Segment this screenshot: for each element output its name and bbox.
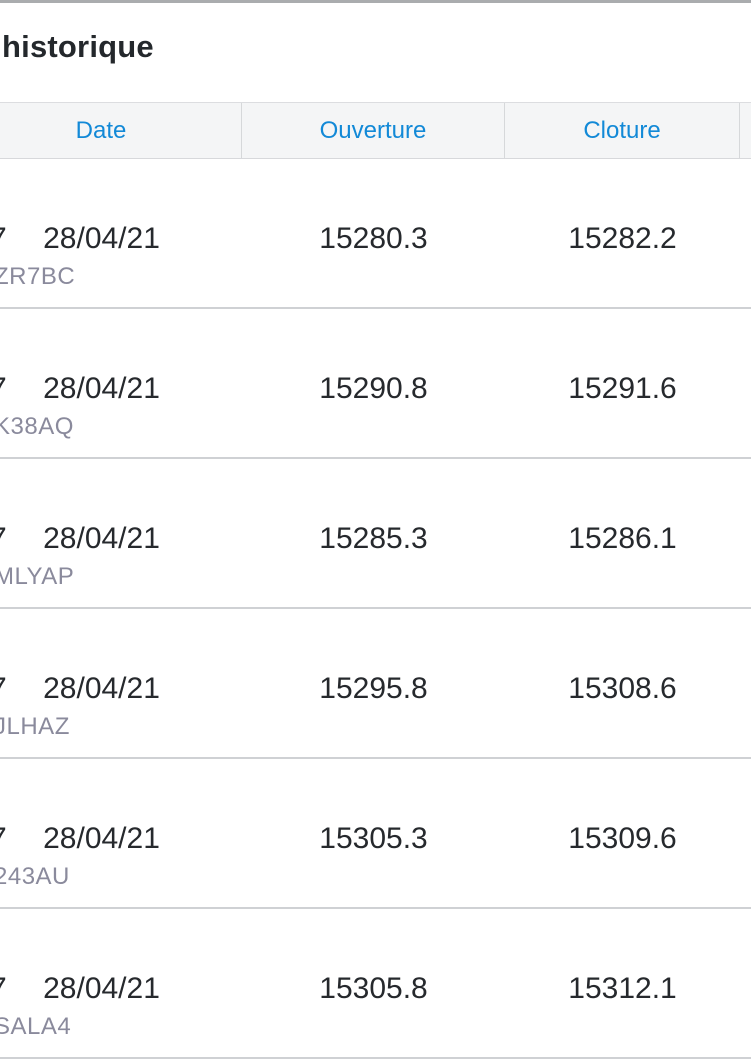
partial-cell (740, 819, 751, 859)
row-values: 28/04/21 15280.3 15282.2 (0, 219, 751, 259)
clipped-edge-glyph: 7 (0, 369, 7, 409)
instrument-code: MLYAP (0, 563, 75, 590)
cloture-cell: 15308.6 (568, 672, 677, 705)
row-values: 28/04/21 15295.8 15308.6 (0, 669, 751, 709)
ouverture-cell: 15295.8 (319, 672, 428, 705)
row-values: 28/04/21 15285.3 15286.1 (0, 519, 751, 559)
ouverture-cell: 15305.3 (319, 822, 428, 855)
cloture-cell: 15312.1 (568, 972, 677, 1005)
table-body: 28/04/21 15280.3 15282.2 ZR7BC 7 28/04/2… (0, 159, 751, 1059)
instrument-code: 243AU (0, 863, 70, 890)
ouverture-cell: 15290.8 (319, 372, 428, 405)
table-row[interactable]: 28/04/21 15305.3 15309.6 243AU 7 (0, 759, 751, 909)
cloture-cell: 15286.1 (568, 522, 677, 555)
table-row[interactable]: 28/04/21 15305.8 15312.1 SALA4 7 (0, 909, 751, 1059)
page-title: historique (2, 29, 154, 64)
clipped-edge-glyph: 7 (0, 669, 7, 709)
ouverture-cell: 15285.3 (319, 522, 428, 555)
row-values: 28/04/21 15290.8 15291.6 (0, 369, 751, 409)
ouverture-cell: 15305.8 (319, 972, 428, 1005)
date-cell: 28/04/21 (43, 522, 160, 555)
partial-cell (740, 219, 751, 259)
row-values: 28/04/21 15305.8 15312.1 (0, 969, 751, 1009)
clipped-edge-glyph: 7 (0, 819, 7, 859)
table-row[interactable]: 28/04/21 15295.8 15308.6 JLHAZ 7 (0, 609, 751, 759)
partial-cell (740, 519, 751, 559)
instrument-code: SALA4 (0, 1013, 72, 1040)
partial-cell (740, 669, 751, 709)
clipped-edge-glyph: 7 (0, 219, 7, 259)
instrument-code: JLHAZ (0, 713, 70, 740)
table-row[interactable]: 28/04/21 15290.8 15291.6 K38AQ 7 (0, 309, 751, 459)
date-cell: 28/04/21 (43, 972, 160, 1005)
table-header-row: Date Ouverture Cloture (0, 102, 751, 159)
column-header-cloture[interactable]: Cloture (505, 103, 740, 158)
cloture-cell: 15291.6 (568, 372, 677, 405)
table-row[interactable]: 28/04/21 15285.3 15286.1 MLYAP 7 (0, 459, 751, 609)
date-cell: 28/04/21 (43, 672, 160, 705)
row-values: 28/04/21 15305.3 15309.6 (0, 819, 751, 859)
history-table: Date Ouverture Cloture 28/04/21 15280.3 … (0, 102, 751, 1059)
date-cell: 28/04/21 (43, 822, 160, 855)
top-divider (0, 0, 751, 3)
clipped-edge-glyph: 7 (0, 969, 7, 1009)
cloture-cell: 15309.6 (568, 822, 677, 855)
column-header-date[interactable]: Date (0, 103, 242, 158)
partial-cell (740, 969, 751, 1009)
partial-cell (740, 369, 751, 409)
date-cell: 28/04/21 (43, 222, 160, 255)
instrument-code: ZR7BC (0, 263, 76, 290)
column-header-partial (740, 103, 751, 158)
column-header-ouverture[interactable]: Ouverture (242, 103, 505, 158)
date-cell: 28/04/21 (43, 372, 160, 405)
instrument-code: K38AQ (0, 413, 74, 440)
cloture-cell: 15282.2 (568, 222, 677, 255)
table-row[interactable]: 28/04/21 15280.3 15282.2 ZR7BC 7 (0, 159, 751, 309)
clipped-edge-glyph: 7 (0, 519, 7, 559)
ouverture-cell: 15280.3 (319, 222, 428, 255)
